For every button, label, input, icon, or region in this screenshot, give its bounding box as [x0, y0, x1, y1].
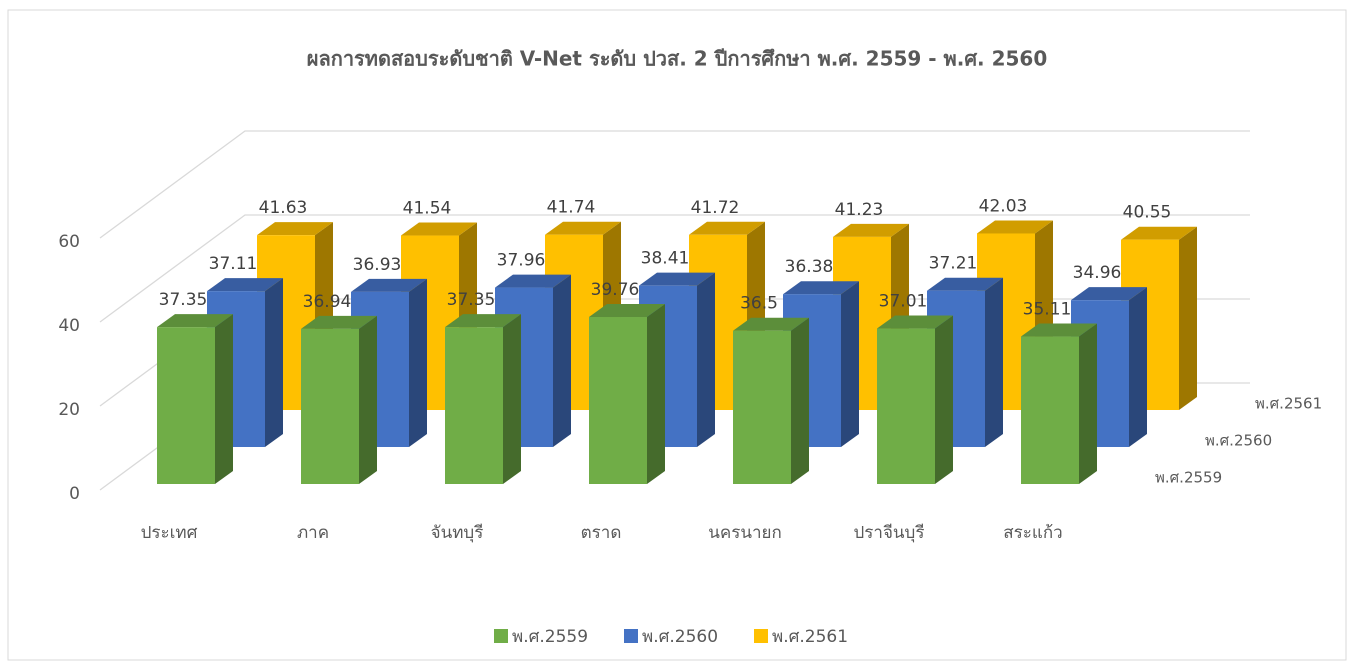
data-label: 34.96: [1073, 263, 1122, 283]
bar-side: [1179, 226, 1197, 410]
bar-top: [927, 277, 1003, 291]
bar-top: [833, 223, 909, 237]
bar: [445, 314, 521, 484]
grid-line: [99, 130, 1250, 239]
x-tick-label: ตราด: [581, 523, 622, 543]
legend-swatch: [494, 629, 508, 643]
bar-top: [877, 315, 953, 329]
x-tick-label: สระแก้ว: [1003, 523, 1062, 543]
data-label: 40.55: [1123, 203, 1172, 223]
bar: [301, 315, 377, 484]
data-label: 38.41: [641, 249, 690, 269]
data-label: 39.76: [591, 280, 640, 300]
bar-top: [445, 314, 521, 328]
data-label: 37.21: [929, 254, 978, 274]
data-label: 41.63: [259, 198, 308, 218]
y-tick-label: 0: [69, 484, 80, 504]
data-label: 41.72: [691, 198, 740, 218]
bar-top: [1021, 323, 1097, 337]
bar-top: [977, 220, 1053, 234]
bar-front: [445, 327, 503, 484]
legend-swatch: [754, 629, 768, 643]
data-label: 36.38: [785, 257, 834, 277]
depth-label: พ.ศ.2561: [1255, 395, 1322, 413]
data-label: 35.11: [1023, 300, 1072, 320]
bar-top: [401, 222, 477, 236]
depth-label: พ.ศ.2559: [1155, 469, 1222, 487]
data-label: 37.01: [879, 292, 928, 312]
data-label: 41.23: [835, 200, 884, 220]
bar-side: [359, 315, 377, 484]
bar: [733, 317, 809, 484]
bar-front: [877, 328, 935, 484]
data-label: 37.35: [159, 290, 208, 310]
bar-top: [545, 221, 621, 235]
bar-side: [1079, 323, 1097, 484]
legend-swatch: [624, 629, 638, 643]
bar-side: [409, 278, 427, 447]
data-label: 41.74: [547, 198, 596, 218]
bar-side: [697, 272, 715, 447]
bar-front: [157, 327, 215, 484]
bar-top: [257, 222, 333, 236]
x-tick-label: จันทบุรี: [431, 523, 484, 543]
bar-top: [495, 274, 571, 288]
y-tick-label: 40: [58, 316, 80, 336]
bar-top: [1071, 287, 1147, 301]
x-tick-label: ภาค: [297, 523, 329, 543]
bar-top: [733, 317, 809, 331]
bar: [877, 315, 953, 484]
bar-top: [689, 221, 765, 235]
bar: [1021, 323, 1097, 484]
bar-side: [791, 317, 809, 484]
data-label: 37.35: [447, 290, 496, 310]
bar: [589, 304, 665, 484]
bar-side: [215, 314, 233, 484]
bar-front: [1021, 336, 1079, 484]
data-label: 36.5: [740, 294, 778, 314]
bar-side: [503, 314, 521, 484]
bar-side: [265, 278, 283, 447]
bar-front: [733, 330, 791, 484]
bar-top: [207, 278, 283, 292]
legend-label: พ.ศ.2561: [772, 627, 848, 647]
bar-top: [639, 272, 715, 286]
legend-label: พ.ศ.2559: [512, 627, 588, 647]
chart-title: ผลการทดสอบระดับชาติ V-Net ระดับ ปวส. 2 ป…: [307, 47, 1048, 71]
bar-top: [1121, 226, 1197, 240]
bar-side: [1129, 287, 1147, 447]
bar-front: [301, 328, 359, 484]
y-tick-label: 60: [58, 232, 80, 252]
bar-top: [351, 278, 427, 292]
data-label: 41.54: [403, 199, 452, 219]
bar-side: [553, 274, 571, 447]
bar-side: [841, 281, 859, 447]
grid-line: [99, 214, 1250, 323]
bar-side: [985, 277, 1003, 447]
depth-label: พ.ศ.2560: [1205, 432, 1272, 450]
legend-label: พ.ศ.2560: [642, 627, 718, 647]
data-label: 42.03: [979, 196, 1028, 216]
bar-top: [589, 304, 665, 318]
bar-side: [647, 304, 665, 484]
data-label: 37.11: [209, 254, 258, 274]
bar-top: [301, 315, 377, 329]
bar-top: [783, 281, 859, 295]
bar-side: [935, 315, 953, 484]
data-label: 36.93: [353, 255, 402, 275]
data-label: 36.94: [303, 292, 352, 312]
data-label: 37.96: [497, 251, 546, 271]
bar: [157, 314, 233, 484]
bar-front: [589, 317, 647, 484]
bar-top: [157, 314, 233, 328]
x-tick-label: ปราจีนบุรี: [854, 523, 925, 543]
x-tick-label: นครนายก: [708, 523, 782, 543]
y-tick-label: 20: [58, 400, 80, 420]
x-tick-label: ประเทศ: [141, 523, 198, 543]
